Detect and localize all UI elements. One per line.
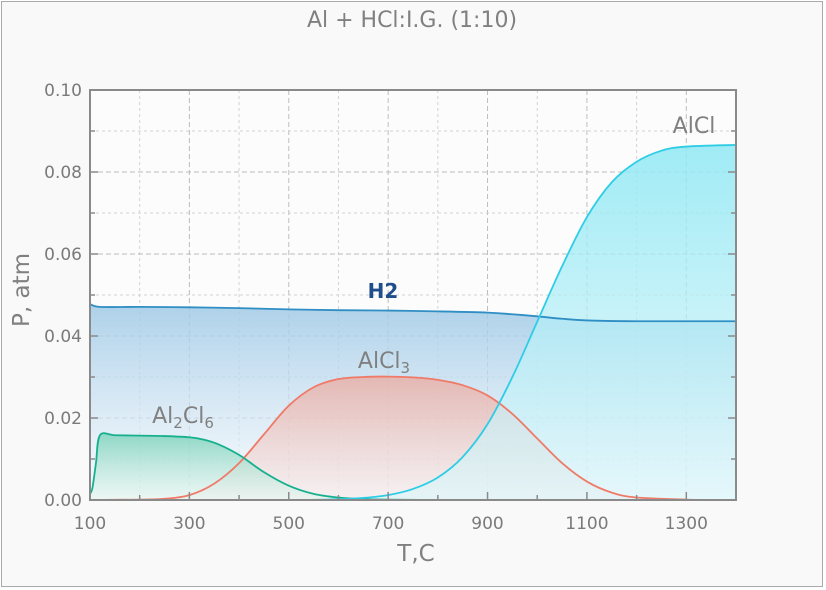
series-label-alcl3-main: AlCl: [358, 349, 401, 374]
axis-ticks: [89, 89, 737, 501]
y-axis-label: P, atm: [9, 253, 35, 327]
series-label-alcl3-sub: 3: [401, 359, 411, 377]
series-label-al2cl6-sub1: 2: [173, 414, 183, 432]
series-label-alcl3: AlCl3: [358, 349, 410, 377]
area-alcl: [90, 144, 736, 501]
series-label-al2cl6: Al2Cl6: [152, 404, 214, 432]
x-tick-label: 1100: [565, 514, 608, 534]
y-tick-label: 0.00: [44, 491, 82, 511]
series-label-h2: H2: [368, 279, 399, 303]
y-tick-label: 0.04: [44, 327, 82, 347]
x-tick-label: 1300: [665, 514, 708, 534]
chart-title: Al + HCl:I.G. (1:10): [307, 8, 517, 33]
x-tick-label: 300: [173, 514, 205, 534]
y-tick-label: 0.08: [44, 163, 82, 183]
x-tick-label: 500: [273, 514, 305, 534]
series-lines: [89, 144, 737, 501]
series-areas: [90, 144, 736, 501]
y-tick-label: 0.02: [44, 409, 82, 429]
series-labels: AlCl H2 AlCl3 Al2Cl6: [152, 114, 715, 432]
series-label-alcl: AlCl: [673, 114, 716, 139]
line-alcl3: [89, 375, 737, 501]
series-label-al2cl6-part2: Cl: [183, 404, 204, 429]
y-tick-label: 0.10: [44, 81, 82, 101]
x-tick-label: 900: [471, 514, 503, 534]
tick-labels: 100 300 500 700 900 1100 1300 0.00 0.02 0.04 0.06 0…: [44, 81, 708, 534]
series-label-al2cl6-part1: Al: [152, 404, 173, 429]
x-tick-label: 100: [74, 514, 106, 534]
y-tick-label: 0.06: [44, 245, 82, 265]
line-alcl: [89, 144, 737, 501]
line-h2: [89, 303, 736, 323]
x-tick-label: 700: [372, 514, 404, 534]
area-al2cl6: [90, 433, 488, 501]
x-axis-label: T,C: [396, 541, 434, 567]
series-label-al2cl6-sub2: 6: [204, 414, 214, 432]
